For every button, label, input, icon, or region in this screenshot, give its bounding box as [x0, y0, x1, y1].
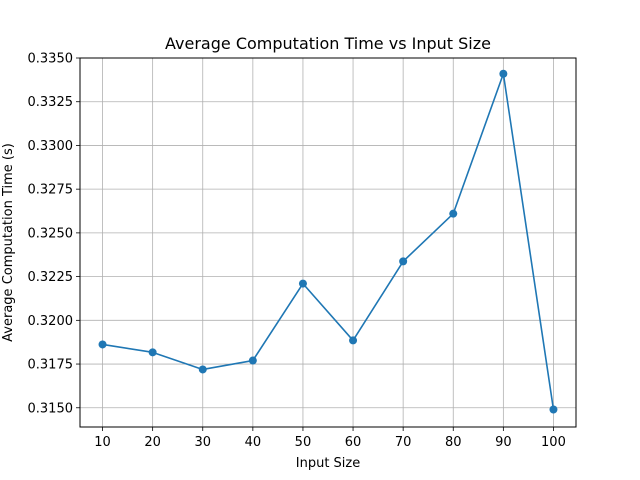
y-tick-label: 0.3225 — [28, 270, 74, 285]
x-tick-label: 40 — [245, 435, 262, 450]
data-point — [248, 356, 257, 365]
data-point — [549, 405, 558, 414]
data-point — [349, 336, 358, 345]
y-axis-label: Average Computation Time (s) — [1, 143, 16, 342]
y-tick-label: 0.3350 — [28, 52, 74, 67]
data-point — [499, 69, 508, 78]
x-tick-label: 60 — [345, 435, 362, 450]
y-tick-label: 0.3175 — [28, 358, 74, 373]
series-group — [98, 69, 558, 414]
data-point — [298, 279, 307, 288]
data-point — [399, 257, 408, 266]
y-tick-label: 0.3300 — [28, 139, 74, 154]
data-point — [98, 340, 107, 349]
axis-ticks: 10 20 30 40 50 60 70 80 90 100 0.3150 0.3175 0.3200 0… — [28, 52, 566, 451]
y-tick-label: 0.3250 — [28, 226, 74, 241]
y-tick-label: 0.3325 — [28, 95, 74, 110]
series-line — [102, 72, 555, 410]
x-tick-label: 70 — [395, 435, 412, 450]
x-tick-label: 30 — [194, 435, 211, 450]
data-point — [148, 348, 157, 357]
x-tick-label: 90 — [495, 435, 512, 450]
x-tick-label: 10 — [94, 435, 111, 450]
x-tick-label: 50 — [295, 435, 312, 450]
x-tick-label: 80 — [445, 435, 462, 450]
plot-frame — [79, 57, 577, 428]
y-tick-label: 0.3275 — [28, 183, 74, 198]
x-tick-label: 20 — [144, 435, 161, 450]
data-point — [198, 365, 207, 374]
y-tick-label: 0.3150 — [28, 401, 74, 416]
chart-title: Average Computation Time vs Input Size — [165, 34, 491, 53]
y-tick-label: 0.3200 — [28, 314, 74, 329]
x-axis-label: Input Size — [296, 456, 360, 471]
data-point — [449, 209, 458, 218]
x-tick-label: 100 — [541, 435, 566, 450]
